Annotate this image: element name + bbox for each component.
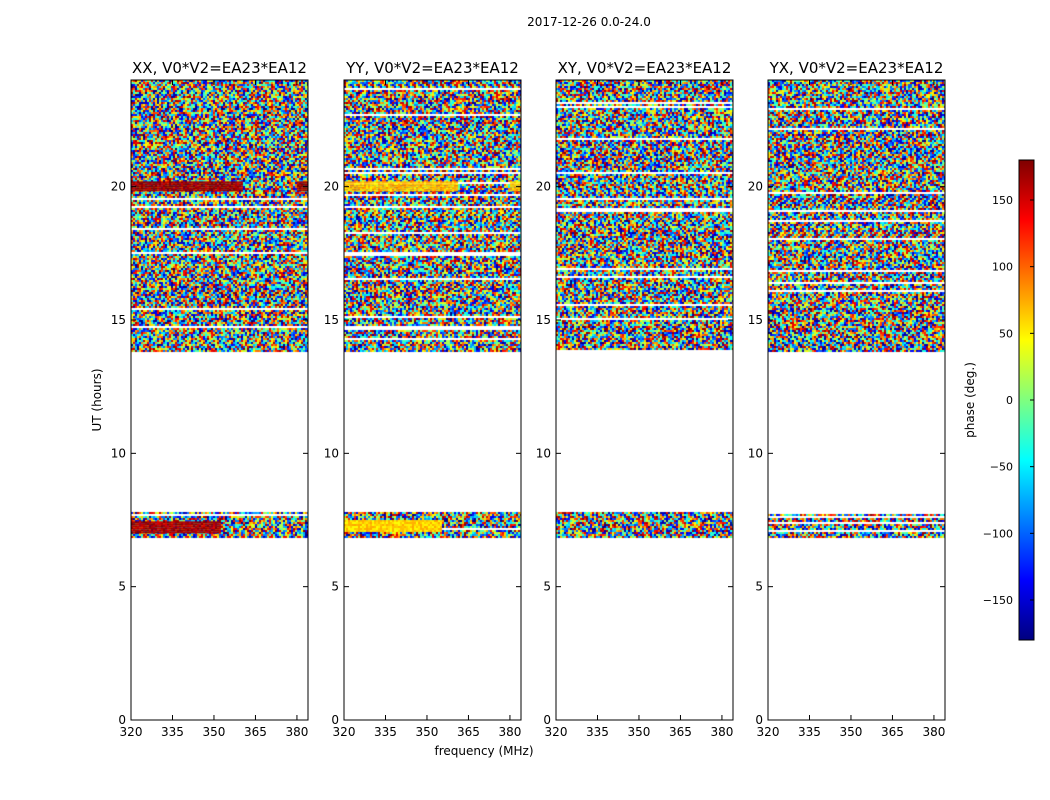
x-tick-label: 335 (586, 725, 609, 739)
colorbar-tick-label: 150 (992, 194, 1013, 207)
x-tick-label: 380 (710, 725, 733, 739)
x-tick-label: 335 (798, 725, 821, 739)
panel-title: YX, V0*V2=EA23*EA12 (769, 59, 944, 77)
heatmap-image (768, 80, 945, 720)
figure-suptitle: 2017-12-26 0.0-24.0 (527, 15, 651, 29)
x-tick-label: 365 (457, 725, 480, 739)
y-tick-label: 5 (118, 580, 126, 594)
panel-title: XX, V0*V2=EA23*EA12 (132, 59, 307, 77)
y-tick-label: 15 (748, 313, 763, 327)
y-tick-label: 15 (111, 313, 126, 327)
y-tick-label: 5 (543, 580, 551, 594)
x-tick-label: 350 (203, 725, 226, 739)
colorbar-label: phase (deg.) (963, 362, 977, 438)
y-tick-label: 0 (755, 713, 763, 727)
y-tick-label: 10 (536, 446, 551, 460)
x-tick-label: 380 (922, 725, 945, 739)
heatmap-image (131, 80, 308, 720)
y-tick-label: 10 (324, 446, 339, 460)
colorbar-tick-label: 100 (992, 261, 1013, 274)
y-tick-label: 5 (331, 580, 339, 594)
y-tick-label: 20 (324, 180, 339, 194)
x-tick-label: 350 (416, 725, 439, 739)
panel-1: XX, V0*V2=EA23*EA12 320 335 350 365 380 0 5 10 15… (111, 59, 309, 739)
colorbar-tick-label: 0 (1006, 394, 1013, 407)
panel-title: YY, V0*V2=EA23*EA12 (345, 59, 519, 77)
colorbar-tick-label: 50 (999, 327, 1013, 340)
x-tick-label: 335 (374, 725, 397, 739)
heatmap-image (556, 80, 733, 720)
panel-2: YY, V0*V2=EA23*EA12 320 335 350 365 380 0 5 10 15… (324, 59, 522, 739)
y-tick-label: 15 (536, 313, 551, 327)
panel-title: XY, V0*V2=EA23*EA12 (558, 59, 732, 77)
heatmap-image (344, 80, 521, 720)
panel-4: YX, V0*V2=EA23*EA12 320 335 350 365 380 0 5 10 15… (748, 59, 946, 739)
y-tick-label: 15 (324, 313, 339, 327)
y-tick-label: 0 (118, 713, 126, 727)
x-tick-label: 320 (545, 725, 568, 739)
colorbar-tick-label: −100 (983, 527, 1013, 540)
x-tick-label: 320 (757, 725, 780, 739)
x-tick-label: 380 (498, 725, 521, 739)
panel-frame (343, 79, 522, 721)
y-tick-label: 0 (543, 713, 551, 727)
colorbar-tick-label: −150 (983, 594, 1013, 607)
panel-frame (130, 79, 309, 721)
y-tick-label: 20 (536, 180, 551, 194)
y-tick-label: 20 (748, 180, 763, 194)
x-tick-label: 350 (840, 725, 863, 739)
y-tick-label: 20 (111, 180, 126, 194)
x-tick-label: 365 (244, 725, 267, 739)
y-tick-label: 0 (331, 713, 339, 727)
colorbar: 150 100 50 0 −50 −100 −150 (983, 159, 1035, 641)
y-tick-label: 5 (755, 580, 763, 594)
y-axis-label: UT (hours) (90, 368, 104, 431)
x-tick-label: 350 (628, 725, 651, 739)
x-tick-label: 320 (333, 725, 356, 739)
panels: XX, V0*V2=EA23*EA12 320 335 350 365 380 0 5 10 15… (111, 59, 946, 739)
x-tick-label: 365 (669, 725, 692, 739)
x-tick-label: 320 (120, 725, 143, 739)
colorbar-tick-label: −50 (990, 461, 1013, 474)
panel-3: XY, V0*V2=EA23*EA12 320 335 350 365 380 0 5 10 15… (536, 59, 734, 739)
x-tick-label: 335 (161, 725, 184, 739)
x-axis-label: frequency (MHz) (434, 744, 533, 758)
x-tick-label: 380 (285, 725, 308, 739)
panel-frame (767, 79, 946, 721)
y-tick-label: 10 (111, 446, 126, 460)
x-tick-label: 365 (881, 725, 904, 739)
y-tick-label: 10 (748, 446, 763, 460)
panel-frame (555, 79, 734, 721)
